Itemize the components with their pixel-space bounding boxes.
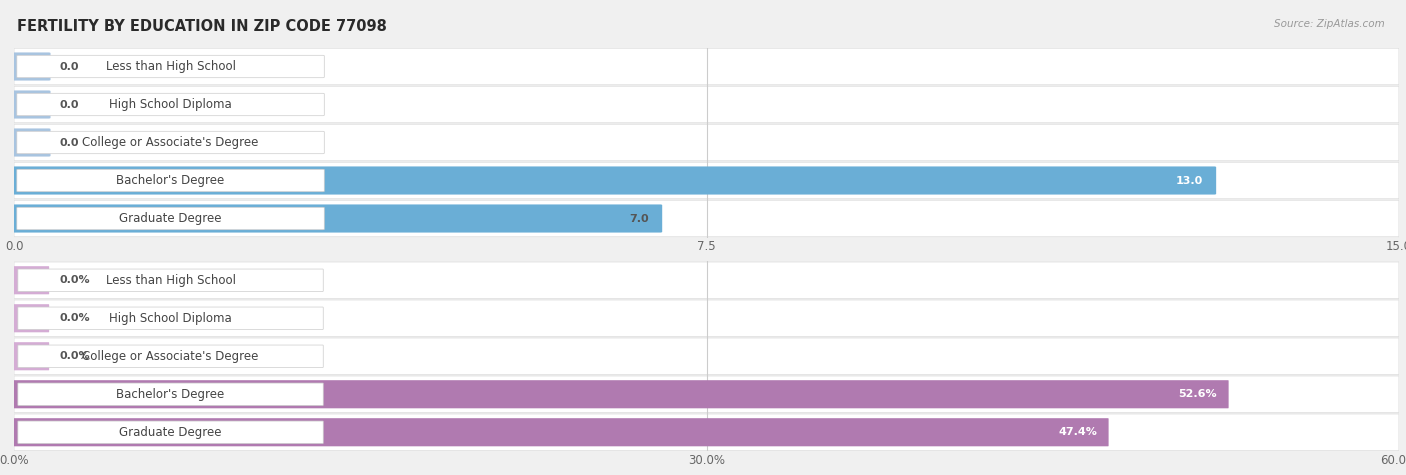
Text: 47.4%: 47.4%	[1059, 427, 1097, 437]
FancyBboxPatch shape	[14, 124, 1399, 161]
FancyBboxPatch shape	[14, 418, 1108, 446]
FancyBboxPatch shape	[18, 383, 323, 406]
FancyBboxPatch shape	[14, 338, 1399, 374]
Text: Less than High School: Less than High School	[105, 274, 236, 287]
Text: 13.0: 13.0	[1175, 175, 1204, 186]
Text: High School Diploma: High School Diploma	[110, 312, 232, 325]
FancyBboxPatch shape	[17, 169, 325, 192]
FancyBboxPatch shape	[14, 304, 49, 332]
FancyBboxPatch shape	[14, 380, 1229, 408]
FancyBboxPatch shape	[17, 131, 325, 154]
Text: Less than High School: Less than High School	[105, 60, 236, 73]
FancyBboxPatch shape	[13, 52, 51, 81]
Text: College or Associate's Degree: College or Associate's Degree	[83, 350, 259, 363]
FancyBboxPatch shape	[17, 55, 325, 78]
Text: Graduate Degree: Graduate Degree	[120, 426, 222, 439]
FancyBboxPatch shape	[18, 421, 323, 444]
FancyBboxPatch shape	[14, 414, 1399, 450]
FancyBboxPatch shape	[14, 262, 1399, 298]
Text: 52.6%: 52.6%	[1178, 389, 1218, 399]
FancyBboxPatch shape	[14, 48, 1399, 85]
Text: 0.0: 0.0	[60, 99, 79, 110]
FancyBboxPatch shape	[13, 90, 51, 119]
FancyBboxPatch shape	[18, 307, 323, 330]
Text: 0.0%: 0.0%	[60, 313, 90, 323]
FancyBboxPatch shape	[13, 128, 51, 157]
FancyBboxPatch shape	[17, 207, 325, 230]
FancyBboxPatch shape	[13, 204, 662, 233]
FancyBboxPatch shape	[14, 376, 1399, 412]
Text: Graduate Degree: Graduate Degree	[120, 212, 222, 225]
Text: College or Associate's Degree: College or Associate's Degree	[83, 136, 259, 149]
FancyBboxPatch shape	[13, 166, 1216, 195]
FancyBboxPatch shape	[18, 345, 323, 368]
Text: 0.0: 0.0	[60, 137, 79, 148]
FancyBboxPatch shape	[14, 200, 1399, 237]
Text: Source: ZipAtlas.com: Source: ZipAtlas.com	[1274, 19, 1385, 29]
Text: 0.0: 0.0	[60, 61, 79, 72]
Text: FERTILITY BY EDUCATION IN ZIP CODE 77098: FERTILITY BY EDUCATION IN ZIP CODE 77098	[17, 19, 387, 34]
FancyBboxPatch shape	[18, 269, 323, 292]
FancyBboxPatch shape	[14, 86, 1399, 123]
Text: 7.0: 7.0	[630, 213, 650, 224]
Text: Bachelor's Degree: Bachelor's Degree	[117, 174, 225, 187]
FancyBboxPatch shape	[14, 300, 1399, 336]
Text: Bachelor's Degree: Bachelor's Degree	[117, 388, 225, 401]
Text: High School Diploma: High School Diploma	[110, 98, 232, 111]
Text: 0.0%: 0.0%	[60, 351, 90, 361]
FancyBboxPatch shape	[17, 93, 325, 116]
FancyBboxPatch shape	[14, 342, 49, 370]
FancyBboxPatch shape	[14, 162, 1399, 199]
FancyBboxPatch shape	[14, 266, 49, 294]
Text: 0.0%: 0.0%	[60, 275, 90, 285]
